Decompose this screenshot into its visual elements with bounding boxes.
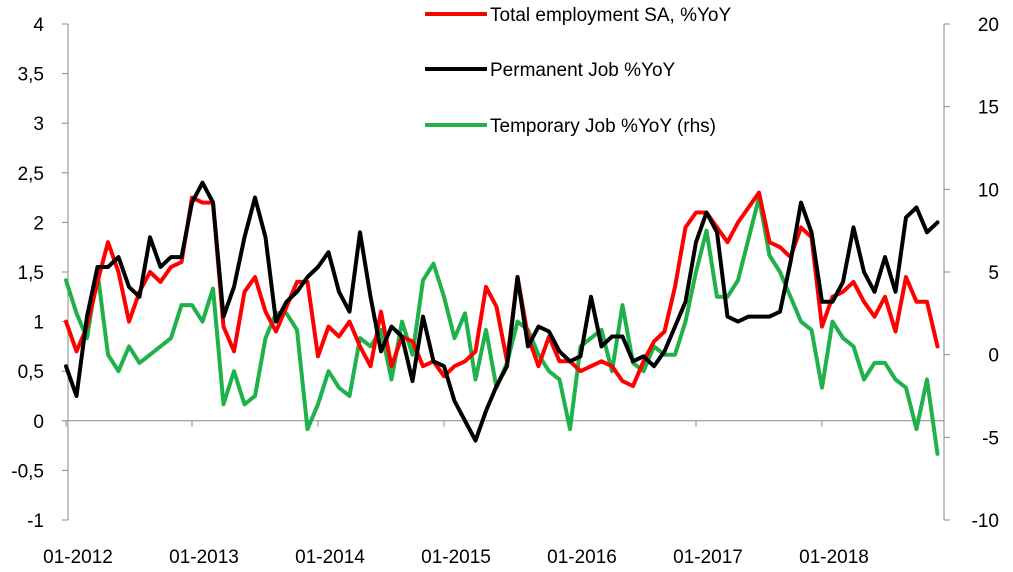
left-axis-tick-label: 1,5 [18, 263, 44, 284]
left-axis-tick-label: -1 [27, 511, 44, 532]
x-axis-tick-label: 01-2013 [169, 547, 239, 568]
left-axis-tick-label: 0 [33, 412, 44, 433]
right-axis-tick-label: -10 [972, 511, 999, 532]
left-axis-tick-label: 3,5 [18, 65, 44, 86]
left-axis-tick-label: 3 [33, 114, 44, 135]
x-axis-tick-label: 01-2017 [673, 547, 743, 568]
left-axis-tick-label: 0,5 [18, 362, 44, 383]
x-axis-tick-label: 01-2016 [547, 547, 617, 568]
right-axis-tick-label: -5 [982, 428, 999, 449]
left-axis-tick-label: 4 [33, 15, 44, 36]
x-axis-tick-label: 01-2015 [421, 547, 491, 568]
chart-series [64, 180, 940, 456]
series-line-1 [64, 180, 940, 443]
left-axis-tick-label: 2,5 [18, 164, 44, 185]
x-axis-tick-label: 01-2014 [295, 547, 365, 568]
chart-legend: Total employment SA, %YoY Permanent Job %… [425, 5, 731, 137]
legend-label-2: Temporary Job %YoY (rhs) [490, 116, 716, 137]
right-axis-tick-label: 20 [978, 15, 999, 36]
left-axis-tick-label: -0,5 [11, 461, 44, 482]
right-axis-tick-label: 10 [978, 180, 999, 201]
right-axis-tick-label: 0 [988, 346, 999, 367]
left-axis-tick-label: 1 [33, 313, 44, 334]
x-axis-tick-label: 01-2018 [799, 547, 869, 568]
left-axis-tick-label: 2 [33, 213, 44, 234]
right-axis-tick-label: 15 [978, 98, 999, 119]
x-axis-tick-label: 01-2012 [43, 547, 113, 568]
legend-label-1: Permanent Job %YoY [490, 60, 676, 81]
legend-label-0: Total employment SA, %YoY [490, 5, 731, 26]
chart-axes: 4 3,5 3 2,5 2 1,5 1 0,5 0 -0,5 -1 20 15 10 5 0 -5 -10 01-2… [11, 15, 999, 568]
right-axis-tick-label: 5 [988, 263, 999, 284]
